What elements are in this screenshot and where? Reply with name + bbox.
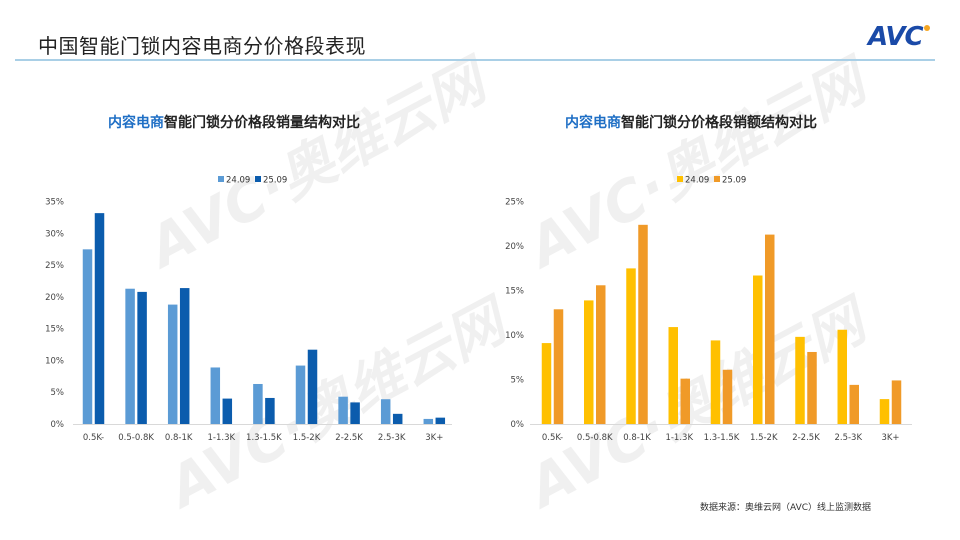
x-tick-label: 1.5-2K: [293, 433, 321, 443]
bar-25.09-2-2.5K: [350, 402, 360, 424]
y-tick-label: 10%: [505, 331, 524, 341]
bar-24.09-1.5-2K: [295, 365, 306, 424]
x-tick-label: 1.5-2K: [750, 433, 778, 443]
title-divider: [15, 59, 935, 61]
x-tick-label: 0.5K-: [83, 433, 104, 443]
page-title: 中国智能门锁内容电商分价格段表现: [38, 34, 366, 58]
y-tick-label: 25%: [505, 198, 524, 208]
y-tick-label: 35%: [45, 198, 64, 208]
bar-25.09-1.5-2K: [765, 234, 775, 424]
bar-24.09-3K+: [879, 399, 890, 424]
bar-25.09-1.5-2K: [307, 349, 318, 424]
bar-25.09-2-2.5K: [807, 351, 817, 424]
chart-title-volume: 内容电商智能门锁分价格段销量结构对比: [108, 112, 360, 132]
y-tick-label: 5%: [51, 388, 65, 398]
bar-25.09-3K+: [891, 380, 902, 424]
bar-24.09-1.3-1.5K: [253, 383, 263, 424]
bar-25.09-3K+: [435, 417, 446, 424]
x-tick-label: 2.5-3K: [378, 433, 406, 443]
legend-swatch: [255, 176, 261, 182]
y-tick-label: 20%: [45, 293, 64, 303]
bar-25.09-1-1.3K: [222, 398, 233, 424]
bar-25.09-0.5-0.8K: [137, 291, 147, 424]
bar-24.09-0.8-1K: [167, 304, 178, 424]
chart-title-revenue: 内容电商智能门锁分价格段销额结构对比: [565, 112, 817, 132]
y-tick-label: 0%: [51, 420, 65, 430]
x-tick-label: 1-1.3K: [208, 433, 236, 443]
title-rest: 智能门锁分价格段销额结构对比: [621, 115, 817, 131]
title-highlight: 内容电商: [565, 115, 621, 131]
bar-24.09-2.5-3K: [380, 399, 391, 424]
bar-24.09-1.3-1.5K: [710, 340, 721, 424]
bar-25.09-0.8-1K: [179, 288, 190, 424]
bar-24.09-1.5-2K: [753, 275, 763, 424]
y-tick-label: 0%: [511, 420, 525, 430]
bar-24.09-0.8-1K: [626, 268, 636, 424]
x-tick-label: 0.8-1K: [623, 433, 651, 443]
legend-swatch: [218, 176, 224, 182]
data-source-note: 数据来源：奥维云网（AVC）线上监测数据: [700, 503, 872, 513]
bar-24.09-2-2.5K: [795, 336, 805, 424]
bar-25.09-1.3-1.5K: [265, 397, 275, 424]
bar-24.09-2-2.5K: [338, 396, 348, 424]
y-tick-label: 10%: [45, 356, 64, 366]
bar-24.09-0.5-0.8K: [125, 288, 135, 424]
x-tick-label: 3K+: [425, 433, 443, 443]
x-tick-label: 1.3-1.5K: [246, 433, 282, 443]
x-tick-label: 2.5-3K: [834, 433, 862, 443]
bar-25.09-2.5-3K: [392, 413, 403, 424]
legend-label: 25.09: [722, 176, 746, 186]
bar-25.09-2.5-3K: [849, 384, 859, 424]
bar-24.09-2.5-3K: [837, 329, 847, 424]
legend-swatch: [714, 176, 720, 182]
y-tick-label: 20%: [505, 242, 524, 252]
x-tick-label: 0.8-1K: [165, 433, 193, 443]
y-tick-label: 15%: [45, 325, 64, 335]
legend-label: 25.09: [263, 176, 287, 186]
y-tick-label: 5%: [511, 376, 525, 386]
bar-25.09-0.8-1K: [638, 224, 648, 424]
title-rest: 智能门锁分价格段销量结构对比: [164, 115, 360, 131]
legend-label: 24.09: [226, 176, 250, 186]
title-highlight: 内容电商: [108, 115, 164, 131]
bar-24.09-0.5K-: [82, 249, 93, 424]
x-tick-label: 0.5-0.8K: [577, 433, 613, 443]
x-tick-label: 2-2.5K: [335, 433, 363, 443]
bar-24.09-3K+: [423, 418, 434, 424]
bar-24.09-0.5K-: [541, 343, 552, 424]
x-tick-label: 1-1.3K: [665, 433, 693, 443]
bar-25.09-0.5K-: [94, 213, 105, 424]
legend-label: 24.09: [685, 176, 709, 186]
bar-25.09-1-1.3K: [680, 378, 690, 424]
bar-25.09-0.5K-: [553, 309, 564, 424]
avc-logo: AVC: [868, 22, 930, 52]
legend-swatch: [677, 176, 683, 182]
bar-25.09-1.3-1.5K: [722, 369, 733, 424]
bar-24.09-1-1.3K: [210, 367, 221, 424]
bar-24.09-0.5-0.8K: [584, 300, 594, 424]
bar-25.09-0.5-0.8K: [596, 285, 606, 424]
y-tick-label: 30%: [45, 229, 64, 239]
y-tick-label: 25%: [45, 261, 64, 271]
x-tick-label: 2-2.5K: [792, 433, 820, 443]
x-tick-label: 3K+: [881, 433, 899, 443]
y-tick-label: 15%: [505, 287, 524, 297]
x-tick-label: 0.5K-: [542, 433, 563, 443]
bar-24.09-1-1.3K: [668, 327, 678, 424]
x-tick-label: 1.3-1.5K: [704, 433, 740, 443]
x-tick-label: 0.5-0.8K: [118, 433, 154, 443]
